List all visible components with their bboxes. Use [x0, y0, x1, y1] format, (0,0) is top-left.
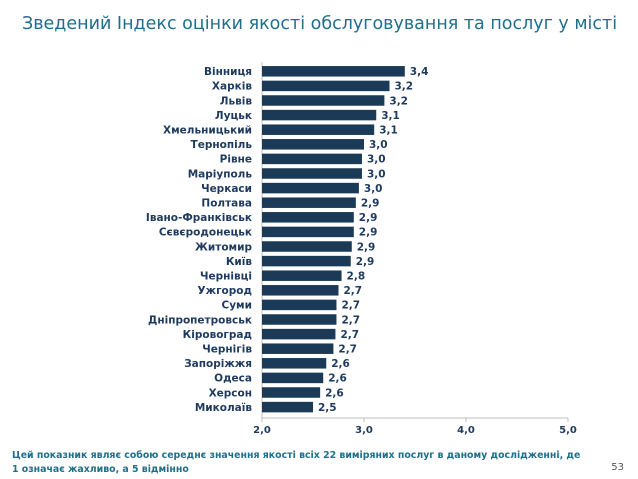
chart-title: Зведений Індекс оцінки якості обслуговув… [22, 14, 618, 34]
bar-2 [262, 80, 390, 92]
value-label-1: 3,4 [410, 66, 429, 78]
value-label-7: 3,0 [367, 154, 386, 166]
category-label-12: Сєвєродонецьк [159, 227, 252, 239]
value-label-20: 2,7 [338, 344, 357, 356]
value-label-9: 3,0 [364, 183, 383, 195]
bar-24 [262, 401, 313, 413]
value-label-3: 3,2 [389, 95, 408, 107]
category-label-15: Чернівці [200, 271, 252, 283]
bar-5 [262, 124, 375, 135]
bar-4 [262, 109, 377, 121]
bar-11 [262, 212, 354, 223]
value-label-8: 3,0 [367, 168, 386, 180]
value-label-2: 3,2 [395, 81, 414, 93]
bar-8 [262, 168, 362, 179]
category-label-16: Ужгород [198, 285, 252, 297]
category-label-23: Херсон [209, 387, 252, 399]
category-label-9: Черкаси [201, 183, 252, 195]
category-label-22: Одеса [214, 373, 252, 385]
bar-17 [262, 299, 337, 311]
value-label-22: 2,6 [328, 373, 347, 385]
category-label-21: Запоріжжя [184, 358, 252, 370]
category-label-24: Миколаїв [195, 402, 253, 414]
bar-14 [262, 255, 351, 267]
category-label-18: Дніпропетровськ [148, 314, 252, 326]
category-label-2: Харків [212, 81, 252, 93]
value-label-23: 2,6 [325, 387, 344, 399]
x-tick-label-3: 4,0 [457, 425, 475, 436]
category-label-5: Хмельницький [163, 125, 252, 137]
value-label-17: 2,7 [341, 300, 360, 312]
bar-16 [262, 285, 339, 296]
bar-6 [262, 139, 364, 150]
footnote: Цей показник являє собою середнє значенн… [12, 450, 581, 475]
bar-10 [262, 197, 356, 208]
bar-1 [262, 66, 405, 77]
value-label-16: 2,7 [344, 285, 363, 297]
bar-13 [262, 241, 352, 252]
value-label-11: 2,9 [359, 212, 378, 224]
category-label-6: Тернопіль [191, 139, 253, 151]
category-label-11: Івано-Франківськ [146, 212, 252, 224]
bar-12 [262, 226, 354, 238]
category-label-3: Львів [220, 95, 253, 107]
value-label-13: 2,9 [357, 241, 376, 253]
x-tick-label-4: 5,0 [559, 425, 577, 436]
value-label-24: 2,5 [318, 402, 337, 414]
category-label-13: Житомир [195, 241, 252, 253]
category-label-20: Чернігів [202, 344, 252, 356]
value-label-5: 3,1 [379, 125, 398, 137]
bar-18 [262, 314, 337, 325]
value-label-4: 3,1 [381, 110, 400, 122]
value-label-18: 2,7 [341, 314, 360, 326]
value-label-12: 2,9 [359, 227, 378, 239]
value-label-6: 3,0 [369, 139, 388, 151]
bar-20 [262, 343, 334, 354]
page-number: 53 [611, 462, 624, 473]
bar-21 [262, 358, 327, 369]
value-label-10: 2,9 [361, 198, 380, 210]
x-tick-label-2: 3,0 [355, 425, 373, 436]
bar-3 [262, 95, 385, 106]
value-label-15: 2,8 [347, 271, 366, 283]
bar-15 [262, 270, 342, 281]
bar-7 [262, 153, 362, 165]
category-label-7: Рівне [220, 154, 252, 166]
bar-19 [262, 328, 336, 340]
category-label-8: Маріуполь [188, 168, 253, 180]
bar-9 [262, 182, 359, 194]
category-label-1: Вінниця [204, 66, 252, 78]
value-label-14: 2,9 [356, 256, 375, 268]
category-label-4: Луцьк [215, 110, 252, 122]
category-label-19: Кіровоград [183, 329, 252, 341]
value-label-19: 2,7 [340, 329, 359, 341]
category-label-10: Полтава [201, 198, 252, 210]
bar-23 [262, 387, 321, 398]
x-tick-label-1: 2,0 [253, 425, 271, 436]
bar-22 [262, 372, 324, 384]
category-label-14: Київ [226, 256, 253, 268]
category-label-17: Суми [222, 300, 253, 312]
value-label-21: 2,6 [331, 358, 350, 370]
